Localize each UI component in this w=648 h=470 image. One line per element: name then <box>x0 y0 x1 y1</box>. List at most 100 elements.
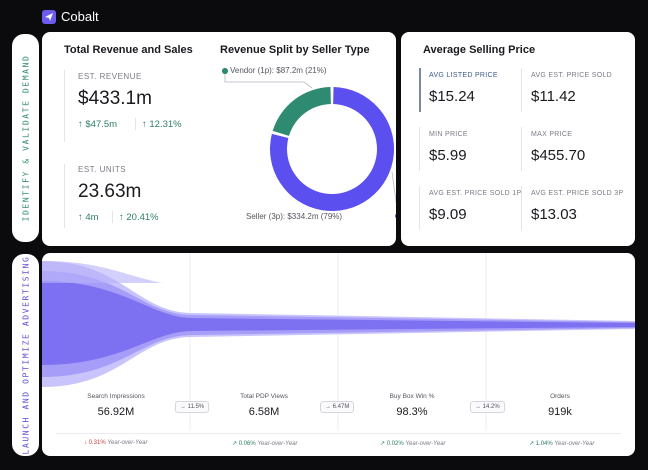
revenue-card-title: Total Revenue and Sales <box>64 44 193 56</box>
delta-pct-text: 20.41% <box>126 212 159 223</box>
asp-avg-est-price-sold-1p[interactable]: AVG EST. PRICE SOLD 1P $9.09 <box>419 186 522 238</box>
asp-value: $11.42 <box>531 88 576 105</box>
asp-avg-est-price-sold-3p[interactable]: AVG EST. PRICE SOLD 3P $13.03 <box>521 186 624 238</box>
asp-max-price[interactable]: MAX PRICE $455.70 <box>521 127 621 179</box>
asp-label: MAX PRICE <box>531 131 573 138</box>
cell-edge <box>521 127 522 171</box>
funnel-stage-orders: Orders 919k <box>486 393 634 418</box>
est-revenue-label: EST. REVENUE <box>78 72 142 81</box>
vendor-leader-line <box>224 71 313 89</box>
arrow-up-right-icon: ↗ <box>529 441 535 447</box>
asp-value: $15.24 <box>429 88 475 105</box>
yoy-search-impressions: ↓ 0.31% Year-over-Year <box>84 440 148 446</box>
arrow-down-icon: ↓ <box>84 440 87 446</box>
est-units-delta-abs: ↑ 4m <box>78 212 99 223</box>
divider <box>56 433 621 434</box>
vendor-legend: Vendor (1p): $87.2m (21%) <box>222 66 327 75</box>
cell-edge <box>521 68 522 112</box>
seller-leader-line <box>391 171 396 205</box>
revenue-split-donut <box>222 68 396 219</box>
asp-label: AVG LISTED PRICE <box>429 72 498 79</box>
asp-value: $13.03 <box>531 206 577 223</box>
yoy-suffix: Year-over-Year <box>554 441 595 447</box>
conversion-badge: → 14.2% <box>470 401 505 413</box>
funnel-stage-search-impressions: Search Impressions 56.92M <box>42 393 190 418</box>
funnel-stage-buy-box-win: Buy Box Win % 98.3% <box>338 393 486 418</box>
cell-edge <box>521 186 522 230</box>
asp-label: AVG EST. PRICE SOLD 1P <box>429 190 522 197</box>
arrow-up-icon: ↑ <box>119 212 124 223</box>
conversion-badge: → 11.5% <box>175 401 210 413</box>
top-bar: Cobalt <box>0 0 648 32</box>
conversion-text: 11.5% <box>187 404 205 410</box>
yoy-buy-box-win: ↗ 0.02% Year-over-Year <box>380 440 446 447</box>
tab-label: LAUNCH AND OPTIMIZE ADVERTISING <box>21 255 30 455</box>
funnel-core-band <box>42 281 635 365</box>
asp-card-title: Average Selling Price <box>423 44 536 56</box>
cell-edge <box>419 68 421 112</box>
arrow-right-icon: → <box>180 404 186 410</box>
yoy-suffix: Year-over-Year <box>257 441 298 447</box>
delta-pct-text: 12.31% <box>149 119 182 130</box>
seller-leader-dot <box>395 213 396 219</box>
yoy-value: 0.06% <box>238 441 256 447</box>
vendor-dot-icon <box>222 67 228 74</box>
yoy-suffix: Year-over-Year <box>405 441 446 447</box>
est-units-label: EST. UNITS <box>78 165 127 174</box>
tab-label: IDENTIFY & VALIDATE DEMAND <box>21 54 30 222</box>
tab-launch-optimize-advertising[interactable]: LAUNCH AND OPTIMIZE ADVERTISING <box>12 254 39 456</box>
stage-value: 919k <box>548 406 572 418</box>
asp-value: $455.70 <box>531 147 586 164</box>
yoy-value: 0.31% <box>88 440 106 446</box>
divider <box>64 164 65 228</box>
vendor-slice[interactable] <box>272 87 331 136</box>
asp-value: $9.09 <box>429 206 467 223</box>
yoy-value: 0.02% <box>386 441 404 447</box>
stage-value: 56.92M <box>97 406 135 418</box>
divider <box>135 118 136 130</box>
arrow-right-icon: → <box>475 404 481 410</box>
revenue-card: Total Revenue and Sales EST. REVENUE $43… <box>42 32 396 246</box>
split-card-title: Revenue Split by Seller Type <box>220 44 370 56</box>
stage-value: 98.3% <box>396 406 428 418</box>
seller-label-text: Seller (3p): $334.2m (79%) <box>246 212 343 221</box>
est-revenue-delta-pct: ↑ 12.31% <box>142 119 182 130</box>
yoy-total-pdp-views: ↗ 0.06% Year-over-Year <box>232 440 298 447</box>
stage-label: Total PDP Views <box>240 393 288 400</box>
est-revenue-value: $433.1m <box>78 88 152 109</box>
arrow-up-right-icon: ↗ <box>380 441 386 447</box>
delta-abs-text: 4m <box>85 212 99 223</box>
asp-label: MIN PRICE <box>429 131 468 138</box>
vendor-label-text: Vendor (1p): $87.2m (21%) <box>230 66 327 75</box>
funnel-card: Search Impressions 56.92M Total PDP View… <box>42 253 635 456</box>
yoy-value: 1.04% <box>535 441 553 447</box>
conversion-text: 6.47M <box>332 404 350 410</box>
stage-value: 6.58M <box>248 406 280 418</box>
asp-card: Average Selling Price AVG LISTED PRICE $… <box>401 32 635 246</box>
funnel-stage-total-pdp-views: Total PDP Views 6.58M <box>190 393 338 418</box>
stage-label: Search Impressions <box>87 393 145 400</box>
stage-label: Buy Box Win % <box>389 393 435 400</box>
delta-abs-text: $47.5m <box>85 119 118 130</box>
funnel-top-sheen <box>42 261 162 283</box>
est-revenue-delta-abs: ↑ $47.5m <box>78 119 117 130</box>
arrow-up-icon: ↑ <box>142 119 147 130</box>
conversion-badge: → 6.47M <box>320 401 355 413</box>
tab-identify-validate-demand[interactable]: IDENTIFY & VALIDATE DEMAND <box>12 34 39 242</box>
cell-edge <box>419 186 420 230</box>
est-units-delta-pct: ↑ 20.41% <box>119 212 159 223</box>
asp-avg-listed-price[interactable]: AVG LISTED PRICE $15.24 <box>419 68 519 120</box>
yoy-suffix: Year-over-Year <box>107 440 148 446</box>
yoy-orders: ↗ 1.04% Year-over-Year <box>529 440 595 447</box>
cell-edge <box>419 127 420 171</box>
asp-avg-est-price-sold[interactable]: AVG EST. PRICE SOLD $11.42 <box>521 68 621 120</box>
divider <box>112 211 113 223</box>
est-units-value: 23.63m <box>78 181 142 202</box>
divider <box>64 70 65 142</box>
arrow-up-right-icon: ↗ <box>232 441 238 447</box>
asp-label: AVG EST. PRICE SOLD 3P <box>531 190 624 197</box>
app-name: Cobalt <box>61 9 99 24</box>
asp-min-price[interactable]: MIN PRICE $5.99 <box>419 127 519 179</box>
send-icon[interactable] <box>42 10 56 24</box>
funnel-visual <box>42 253 635 431</box>
